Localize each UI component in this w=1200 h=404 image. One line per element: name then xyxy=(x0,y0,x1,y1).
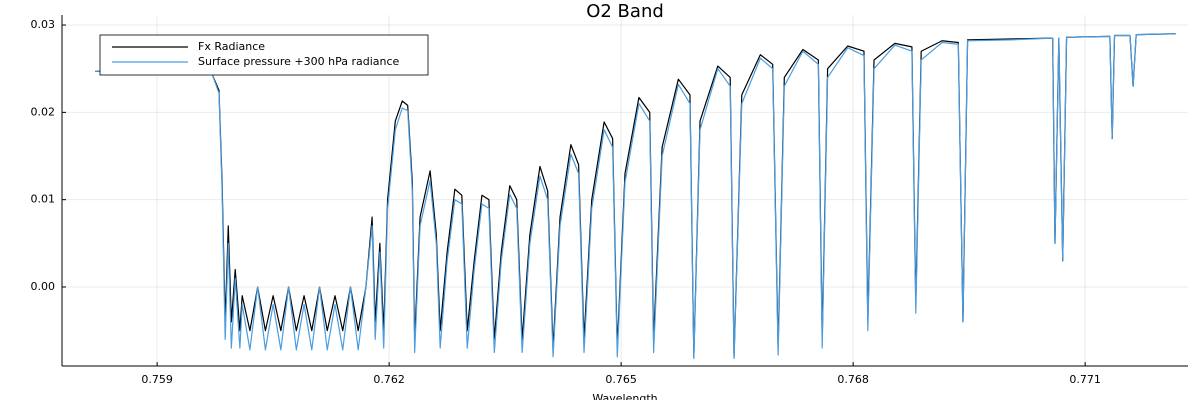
y-tick-label: 0.03 xyxy=(31,18,56,31)
axes: 0.759 0.762 0.765 0.768 0.771 0.00 0.01 0.02 0.0… xyxy=(31,15,1188,386)
legend-label: Surface pressure +300 hPa radiance xyxy=(198,55,400,68)
y-tick-label: 0.02 xyxy=(31,105,56,118)
chart-title: O2 Band xyxy=(586,1,664,22)
legend-box xyxy=(99,34,429,76)
x-tick-label: 0.768 xyxy=(837,373,869,386)
x-tick-label: 0.771 xyxy=(1069,373,1101,386)
legend-label: Fx Radiance xyxy=(198,40,265,53)
plot-lines xyxy=(95,33,1176,360)
series-line xyxy=(95,33,1176,360)
y-tick-label: 0.00 xyxy=(31,280,56,293)
grid xyxy=(62,15,1188,366)
x-tick-label: 0.765 xyxy=(605,373,637,386)
x-tick-label: 0.759 xyxy=(141,373,173,386)
legend: Fx Radiance Surface pressure +300 hPa rad… xyxy=(99,34,429,76)
x-tick-label: 0.762 xyxy=(373,373,405,386)
series-line xyxy=(95,33,1176,358)
x-axis-label: Wavelength xyxy=(592,392,657,400)
y-tick-label: 0.01 xyxy=(31,193,56,206)
